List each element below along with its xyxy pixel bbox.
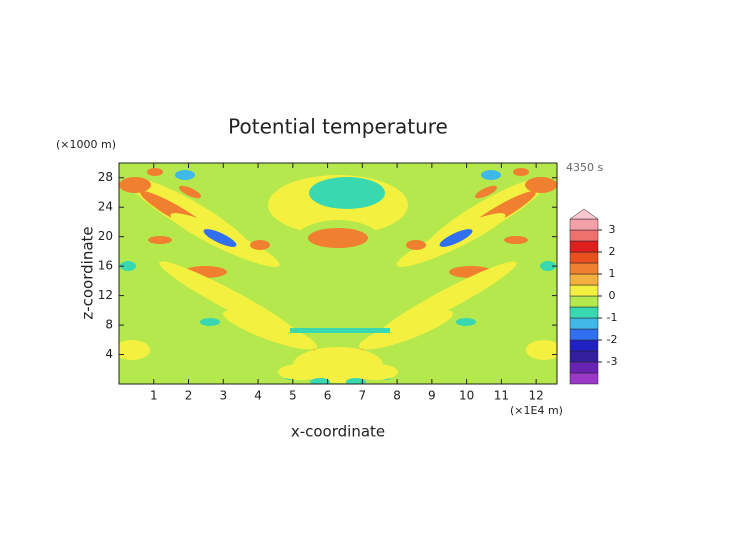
x-tick-label: 12 — [529, 389, 544, 403]
x-tick-label: 6 — [324, 389, 332, 403]
colorbar-segment — [569, 240, 599, 253]
colorbar-segment — [569, 284, 599, 297]
y-tick-label: 4 — [105, 347, 113, 361]
y-axis-label: z-coordinate — [79, 226, 97, 319]
y-tick-label: 12 — [98, 288, 113, 302]
x-tick-label: 10 — [459, 389, 474, 403]
colorbar-segment — [569, 251, 599, 264]
colorbar-segment — [569, 273, 599, 286]
colorbar-tick-label: -1 — [607, 311, 618, 324]
colorbar-tick-label: -2 — [607, 333, 618, 346]
colorbar-tick-label: 3 — [609, 223, 616, 236]
colorbar-tick-label: 1 — [609, 267, 616, 280]
colorbar-segment — [569, 229, 599, 242]
x-tick-label: 7 — [359, 389, 367, 403]
x-unit: (×1E4 m) — [510, 404, 563, 417]
x-tick-label: 11 — [494, 389, 509, 403]
colorbar-segment — [569, 372, 599, 385]
colorbar-tick-label: -3 — [607, 355, 618, 368]
x-tick-label: 1 — [150, 389, 158, 403]
colorbar-segment — [569, 295, 599, 308]
y-tick-label: 28 — [98, 170, 113, 184]
y-unit: (×1000 m) — [56, 138, 116, 151]
colorbar-segment — [569, 218, 599, 231]
y-tick-label: 16 — [98, 259, 113, 273]
plot-frame — [118, 162, 558, 385]
colorbar-segment — [569, 339, 599, 352]
colorbar-segment — [569, 361, 599, 374]
colorbar-tick-label: 0 — [609, 289, 616, 302]
y-tick-label: 8 — [105, 318, 113, 332]
y-tick-label: 24 — [98, 200, 113, 214]
colorbar-segment — [569, 328, 599, 341]
x-tick-label: 4 — [254, 389, 262, 403]
colorbar-segment — [569, 317, 599, 330]
x-tick-label: 5 — [289, 389, 297, 403]
chart-title: Potential temperature — [228, 115, 448, 139]
colorbar-extend — [569, 208, 599, 220]
x-axis-label: x-coordinate — [291, 423, 385, 441]
x-tick-label: 8 — [393, 389, 401, 403]
x-tick-label: 9 — [428, 389, 436, 403]
colorbar-segment — [569, 306, 599, 319]
colorbar-tick-label: 2 — [609, 245, 616, 258]
colorbar-segment — [569, 350, 599, 363]
y-tick-label: 20 — [98, 229, 113, 243]
colorbar-segment — [569, 262, 599, 275]
contour-field — [119, 163, 557, 384]
x-tick-label: 2 — [185, 389, 193, 403]
time-label: 4350 s — [566, 161, 603, 174]
x-tick-label: 3 — [219, 389, 227, 403]
